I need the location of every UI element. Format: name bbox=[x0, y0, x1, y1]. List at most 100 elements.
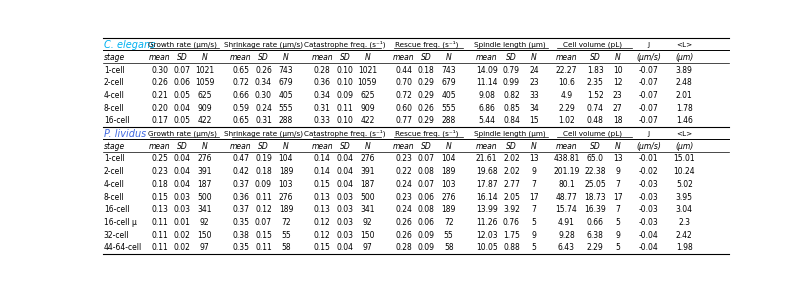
Text: 2.02: 2.02 bbox=[503, 154, 519, 164]
Text: 0.08: 0.08 bbox=[418, 167, 434, 176]
Text: 2.01: 2.01 bbox=[675, 91, 692, 100]
Text: 1-cell: 1-cell bbox=[104, 66, 124, 75]
Text: 0.26: 0.26 bbox=[255, 66, 272, 75]
Text: N: N bbox=[530, 53, 536, 62]
Text: 7: 7 bbox=[531, 180, 536, 189]
Text: 0.35: 0.35 bbox=[232, 243, 249, 252]
Text: 391: 391 bbox=[197, 167, 212, 176]
Text: 0.84: 0.84 bbox=[503, 116, 519, 125]
Text: N: N bbox=[445, 53, 451, 62]
Text: 0.03: 0.03 bbox=[174, 193, 191, 202]
Text: 10.24: 10.24 bbox=[672, 167, 694, 176]
Text: 0.30: 0.30 bbox=[255, 91, 272, 100]
Text: 5: 5 bbox=[615, 243, 620, 252]
Text: 55: 55 bbox=[281, 231, 290, 240]
Text: 16-cell: 16-cell bbox=[104, 116, 129, 125]
Text: 0.28: 0.28 bbox=[395, 243, 412, 252]
Text: 150: 150 bbox=[197, 231, 212, 240]
Text: 0.02: 0.02 bbox=[174, 243, 191, 252]
Text: 0.23: 0.23 bbox=[395, 154, 412, 164]
Text: SD: SD bbox=[420, 53, 431, 62]
Text: 0.88: 0.88 bbox=[503, 243, 519, 252]
Text: 0.09: 0.09 bbox=[255, 180, 272, 189]
Text: Rescue freq. (s⁻¹): Rescue freq. (s⁻¹) bbox=[394, 41, 457, 48]
Text: (μm): (μm) bbox=[674, 53, 693, 62]
Text: 9: 9 bbox=[615, 231, 620, 240]
Text: mean: mean bbox=[230, 142, 251, 151]
Text: 0.26: 0.26 bbox=[395, 231, 412, 240]
Text: 0.77: 0.77 bbox=[395, 116, 412, 125]
Text: 9: 9 bbox=[531, 167, 536, 176]
Text: 5: 5 bbox=[531, 243, 536, 252]
Text: 0.37: 0.37 bbox=[232, 205, 249, 214]
Text: 0.72: 0.72 bbox=[395, 91, 412, 100]
Text: 0.05: 0.05 bbox=[174, 116, 191, 125]
Text: 18.73: 18.73 bbox=[584, 193, 605, 202]
Text: Cell volume (pL): Cell volume (pL) bbox=[562, 41, 620, 48]
Text: 0.15: 0.15 bbox=[314, 180, 330, 189]
Text: 555: 555 bbox=[441, 104, 456, 113]
Text: N: N bbox=[201, 53, 207, 62]
Text: 12: 12 bbox=[612, 78, 622, 87]
Text: 0.02: 0.02 bbox=[174, 231, 191, 240]
Text: 0.13: 0.13 bbox=[314, 205, 330, 214]
Text: 24: 24 bbox=[529, 66, 539, 75]
Text: 679: 679 bbox=[441, 78, 456, 87]
Text: 15.01: 15.01 bbox=[672, 154, 694, 164]
Text: 0.03: 0.03 bbox=[336, 231, 353, 240]
Text: 555: 555 bbox=[278, 104, 293, 113]
Text: C. elegans: C. elegans bbox=[104, 40, 155, 50]
Text: 679: 679 bbox=[278, 78, 293, 87]
Text: 0.36: 0.36 bbox=[314, 78, 330, 87]
Text: -0.07: -0.07 bbox=[638, 104, 658, 113]
Text: 276: 276 bbox=[197, 154, 212, 164]
Text: 189: 189 bbox=[441, 205, 455, 214]
Text: 0.04: 0.04 bbox=[336, 180, 353, 189]
Text: 15: 15 bbox=[529, 116, 539, 125]
Text: 0.03: 0.03 bbox=[336, 193, 353, 202]
Text: SD: SD bbox=[177, 53, 187, 62]
Text: 0.65: 0.65 bbox=[232, 66, 249, 75]
Text: 0.10: 0.10 bbox=[336, 78, 353, 87]
Text: 5.44: 5.44 bbox=[478, 116, 495, 125]
Text: 0.30: 0.30 bbox=[151, 66, 168, 75]
Text: 18: 18 bbox=[612, 116, 622, 125]
Text: 0.13: 0.13 bbox=[151, 205, 168, 214]
Text: Rescue freq. (s⁻¹): Rescue freq. (s⁻¹) bbox=[394, 130, 457, 137]
Text: 0.10: 0.10 bbox=[336, 66, 353, 75]
Text: Spindle length (μm): Spindle length (μm) bbox=[474, 41, 546, 48]
Text: SD: SD bbox=[505, 142, 517, 151]
Text: P. lividus: P. lividus bbox=[104, 128, 146, 139]
Text: 1.83: 1.83 bbox=[586, 66, 603, 75]
Text: 276: 276 bbox=[278, 193, 293, 202]
Text: 0.35: 0.35 bbox=[232, 218, 249, 227]
Text: 0.24: 0.24 bbox=[395, 205, 412, 214]
Text: stage: stage bbox=[104, 53, 125, 62]
Text: Catastrophe freq. (s⁻¹): Catastrophe freq. (s⁻¹) bbox=[304, 41, 385, 48]
Text: <L>: <L> bbox=[676, 130, 692, 137]
Text: 0.82: 0.82 bbox=[503, 91, 519, 100]
Text: 0.65: 0.65 bbox=[232, 116, 249, 125]
Text: 0.23: 0.23 bbox=[395, 193, 412, 202]
Text: 0.03: 0.03 bbox=[336, 218, 353, 227]
Text: -0.04: -0.04 bbox=[638, 243, 658, 252]
Text: 9.08: 9.08 bbox=[478, 91, 495, 100]
Text: 11.14: 11.14 bbox=[475, 78, 497, 87]
Text: 201.19: 201.19 bbox=[552, 167, 579, 176]
Text: 14.09: 14.09 bbox=[475, 66, 497, 75]
Text: N: N bbox=[530, 142, 536, 151]
Text: 92: 92 bbox=[200, 218, 209, 227]
Text: 0.47: 0.47 bbox=[232, 154, 249, 164]
Text: 13: 13 bbox=[529, 154, 539, 164]
Text: 34: 34 bbox=[529, 104, 539, 113]
Text: (μm): (μm) bbox=[674, 142, 693, 151]
Text: N: N bbox=[283, 142, 289, 151]
Text: 2.05: 2.05 bbox=[503, 193, 519, 202]
Text: SD: SD bbox=[177, 142, 187, 151]
Text: 0.07: 0.07 bbox=[174, 66, 191, 75]
Text: -0.04: -0.04 bbox=[638, 231, 658, 240]
Text: 0.76: 0.76 bbox=[502, 218, 519, 227]
Text: SD: SD bbox=[339, 142, 350, 151]
Text: 16.39: 16.39 bbox=[584, 205, 605, 214]
Text: 0.04: 0.04 bbox=[336, 167, 353, 176]
